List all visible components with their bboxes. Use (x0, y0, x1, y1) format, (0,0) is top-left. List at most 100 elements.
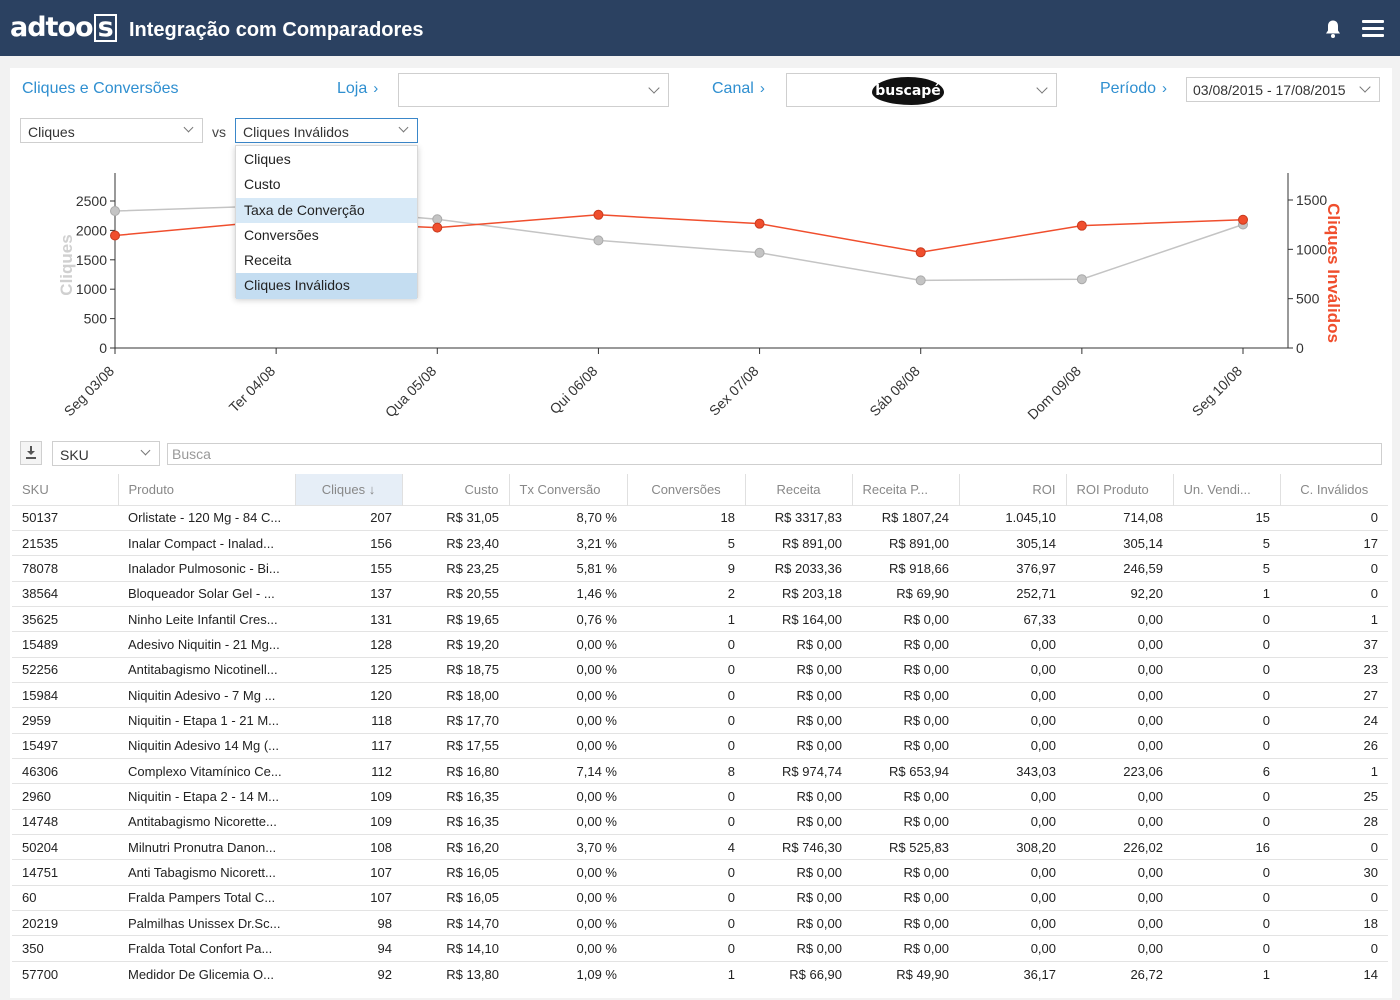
y-tick-label-left: 2000 (76, 222, 107, 238)
data-point-cliques (110, 205, 120, 216)
data-point-cliques (915, 275, 926, 286)
cell-receita-produto: R$ 49,90 (852, 960, 959, 987)
cell-conversoes: 2 (627, 580, 745, 607)
cell-receita-produto: R$ 0,00 (852, 808, 959, 835)
chevron-right-icon: › (759, 80, 765, 97)
cell-cliques-invalidos: 0 (1280, 935, 1388, 962)
column-header-sku[interactable]: SKU (22, 481, 49, 497)
column-header-cliques-sorted[interactable]: Cliques ↓ (294, 474, 402, 505)
cell-tx-conversao: 1,46 % (509, 580, 627, 607)
table-row[interactable]: 15497 Niquitin Adesivo 14 Mg (... 117 R$ 17… (12, 732, 1388, 759)
table-row[interactable]: 35625 Ninho Leite Infantil Cres... 131 R$ 1… (12, 605, 1388, 632)
table-row[interactable]: 50137 Orlistate - 120 Mg - 84 C... 207 R$ 3… (12, 504, 1388, 531)
cell-unidades-vendidas: 0 (1173, 732, 1280, 759)
cell-receita-produto: R$ 0,00 (852, 935, 959, 962)
cell-conversoes: 18 (627, 504, 745, 531)
cell-sku: 46306 (12, 757, 118, 784)
option-cliques[interactable]: Cliques (244, 151, 291, 167)
cell-sku: 35625 (12, 605, 118, 632)
table-row[interactable]: 57700 Medidor De Glicemia O... 92 R$ 13,80 1… (12, 960, 1388, 987)
column-header-unidades-vendidas[interactable]: Un. Vendi... (1172, 474, 1280, 505)
column-header-receita-produto[interactable]: Receita P... (851, 474, 959, 505)
field-filter-select[interactable]: SKU (52, 441, 160, 466)
cell-receita-produto: R$ 0,00 (852, 605, 959, 632)
cell-conversoes: 0 (627, 859, 745, 886)
cell-cliques: 131 (295, 605, 402, 632)
table-row[interactable]: 14748 Antitabagismo Nicorette... 109 R$ 16,… (12, 808, 1388, 835)
column-header-conversoes[interactable]: Conversões (626, 474, 745, 505)
cell-conversoes: 0 (627, 732, 745, 759)
products-table: SKU Produto Cliques ↓ Custo Tx Conversão… (12, 474, 1388, 987)
download-icon (26, 446, 36, 459)
secondary-metric-select[interactable]: Cliques Inválidos (235, 118, 418, 143)
option-taxa-conversao[interactable]: Taxa de Converção (236, 197, 417, 223)
table-row[interactable]: 50204 Milnutri Pronutra Danon... 108 R$ 16,… (12, 833, 1388, 860)
bell-icon[interactable] (1324, 19, 1342, 39)
cell-custo: R$ 16,35 (402, 808, 509, 835)
cell-receita-produto: R$ 69,90 (852, 580, 959, 607)
section-title: Cliques e Conversões (22, 80, 179, 97)
column-header-receita[interactable]: Receita (744, 474, 852, 505)
cell-sku: 15984 (12, 681, 118, 708)
table-row[interactable]: 20219 Palmilhas Unissex Dr.Sc... 98 R$ 14,7… (12, 909, 1388, 936)
column-header-roi-produto[interactable]: ROI Produto (1065, 474, 1173, 505)
column-header-cliques-invalidos[interactable]: C. Inválidos (1279, 474, 1388, 505)
table-row[interactable]: 2960 Niquitin - Etapa 2 - 14 M... 109 R$ 16… (12, 783, 1388, 810)
cell-receita: R$ 0,00 (745, 783, 852, 810)
table-row[interactable]: 2959 Niquitin - Etapa 1 - 21 M... 118 R$ 17… (12, 707, 1388, 734)
column-header-roi[interactable]: ROI (958, 474, 1066, 505)
cell-cliques-invalidos: 1 (1280, 605, 1388, 632)
download-button[interactable] (20, 441, 42, 465)
cell-sku: 350 (12, 935, 118, 962)
loja-select[interactable] (398, 73, 669, 107)
option-conversoes[interactable]: Conversões (244, 226, 319, 243)
cell-sku: 60 (12, 884, 118, 911)
x-tick-label: Dom 09/08 (1024, 363, 1084, 423)
cell-produto: Adesivo Niquitin - 21 Mg... (118, 631, 295, 658)
data-point-cliques (432, 214, 443, 225)
primary-metric-select[interactable]: Cliques (20, 118, 203, 143)
table-row[interactable]: 14751 Anti Tabagismo Nicorett... 107 R$ 16,… (12, 859, 1388, 886)
chevron-down-icon (140, 445, 151, 456)
cell-cliques: 118 (295, 707, 402, 734)
cell-receita: R$ 0,00 (745, 681, 852, 708)
cell-conversoes: 0 (627, 707, 745, 734)
cell-roi: 0,00 (959, 935, 1066, 962)
table-row[interactable]: 350 Fralda Total Confort Pa... 94 R$ 14,10 0… (12, 935, 1388, 962)
cell-conversoes: 0 (627, 808, 745, 835)
column-header-custo[interactable]: Custo (401, 474, 509, 505)
column-header-produto[interactable]: Produto (117, 474, 295, 505)
option-custo[interactable]: Custo (244, 176, 281, 193)
table-row[interactable]: 78078 Inalador Pulmosonic - Bi... 155 R$ 23… (12, 555, 1388, 582)
table-row[interactable]: 21535 Inalar Compact - Inalad... 156 R$ 23,… (12, 529, 1388, 556)
search-input[interactable] (168, 444, 1381, 464)
cell-receita-produto: R$ 1807,24 (852, 504, 959, 531)
cell-produto: Antitabagismo Nicotinell... (118, 656, 295, 683)
cell-tx-conversao: 0,00 % (509, 859, 627, 886)
column-header-tx-conversao[interactable]: Tx Conversão (508, 474, 627, 505)
secondary-metric-value: Cliques Inválidos (243, 124, 349, 140)
table-row[interactable]: 52256 Antitabagismo Nicotinell... 125 R$ 18… (12, 656, 1388, 683)
periodo-select[interactable]: 03/08/2015 - 17/08/2015 (1186, 77, 1380, 102)
hamburger-menu-icon[interactable] (1362, 20, 1384, 37)
cell-roi-produto: 0,00 (1066, 808, 1173, 835)
adtools-logo[interactable]: adtoo s (10, 13, 117, 43)
table-row[interactable]: 38564 Bloqueador Solar Gel - ... 137 R$ 20,… (12, 580, 1388, 607)
table-row[interactable]: 46306 Complexo Vitamínico Ce... 112 R$ 16,8… (12, 757, 1388, 784)
option-cliques-invalidos[interactable]: Cliques Inválidos (236, 273, 417, 299)
cell-roi: 0,00 (959, 884, 1066, 911)
vs-label: vs (212, 124, 226, 140)
y-tick-label-right: 0 (1296, 340, 1304, 356)
cell-sku: 15497 (12, 732, 118, 759)
table-row[interactable]: 15489 Adesivo Niquitin - 21 Mg... 128 R$ 19… (12, 631, 1388, 658)
table-row[interactable]: 15984 Niquitin Adesivo - 7 Mg ... 120 R$ 18… (12, 681, 1388, 708)
cell-roi: 0,00 (959, 783, 1066, 810)
option-receita[interactable]: Receita (244, 252, 292, 269)
chevron-right-icon: › (1162, 80, 1168, 97)
cell-cliques-invalidos: 27 (1280, 681, 1388, 708)
table-row[interactable]: 60 Fralda Pampers Total C... 107 R$ 16,05 0,… (12, 884, 1388, 911)
search-field[interactable] (167, 443, 1382, 465)
cell-cliques-invalidos: 37 (1280, 631, 1388, 658)
chevron-down-icon (1036, 82, 1048, 94)
cell-cliques-invalidos: 17 (1280, 529, 1388, 556)
